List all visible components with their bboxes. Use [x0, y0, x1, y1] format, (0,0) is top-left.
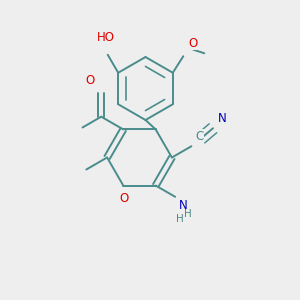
Text: N: N: [218, 112, 226, 125]
Text: O: O: [119, 192, 128, 205]
Text: C: C: [195, 130, 203, 143]
Text: O: O: [189, 37, 198, 50]
Text: H: H: [176, 214, 184, 224]
Text: H: H: [184, 209, 192, 219]
Text: HO: HO: [97, 31, 115, 44]
Text: N: N: [179, 199, 188, 212]
Text: O: O: [85, 74, 94, 87]
